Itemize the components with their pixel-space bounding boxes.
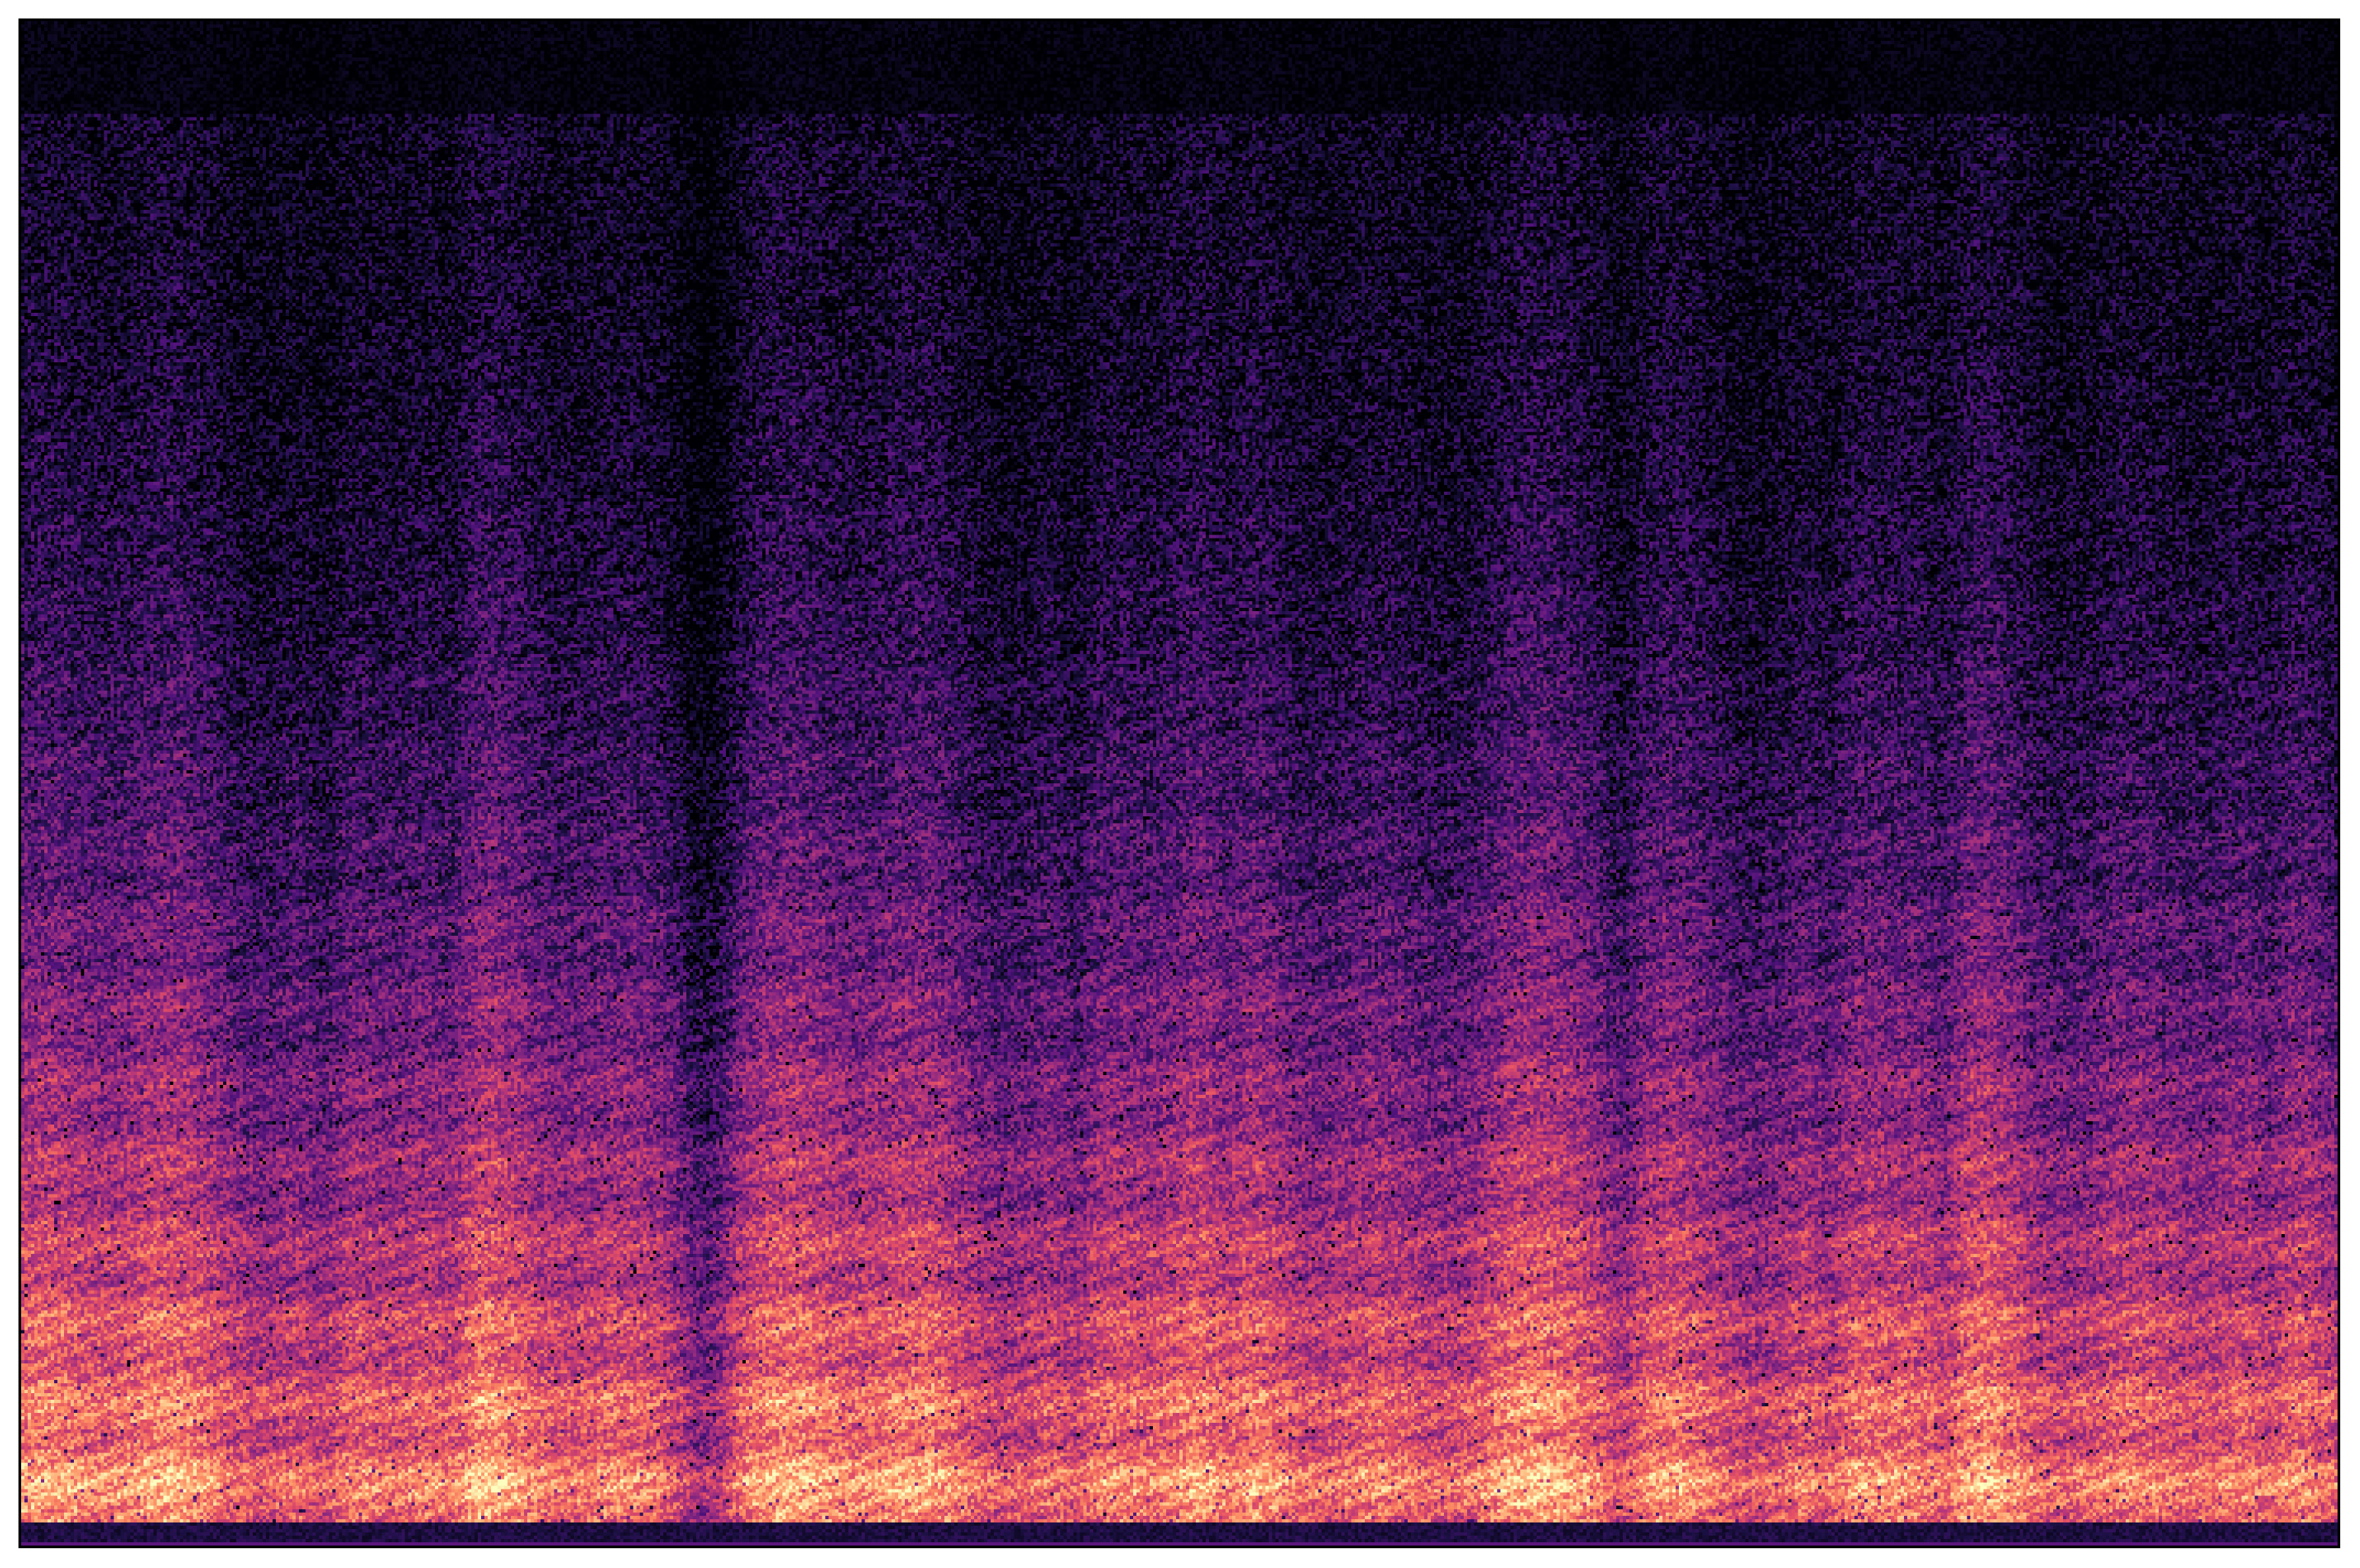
spectrogram-plot-frame (18, 18, 2340, 1548)
spectrogram-heatmap (21, 21, 2338, 1546)
